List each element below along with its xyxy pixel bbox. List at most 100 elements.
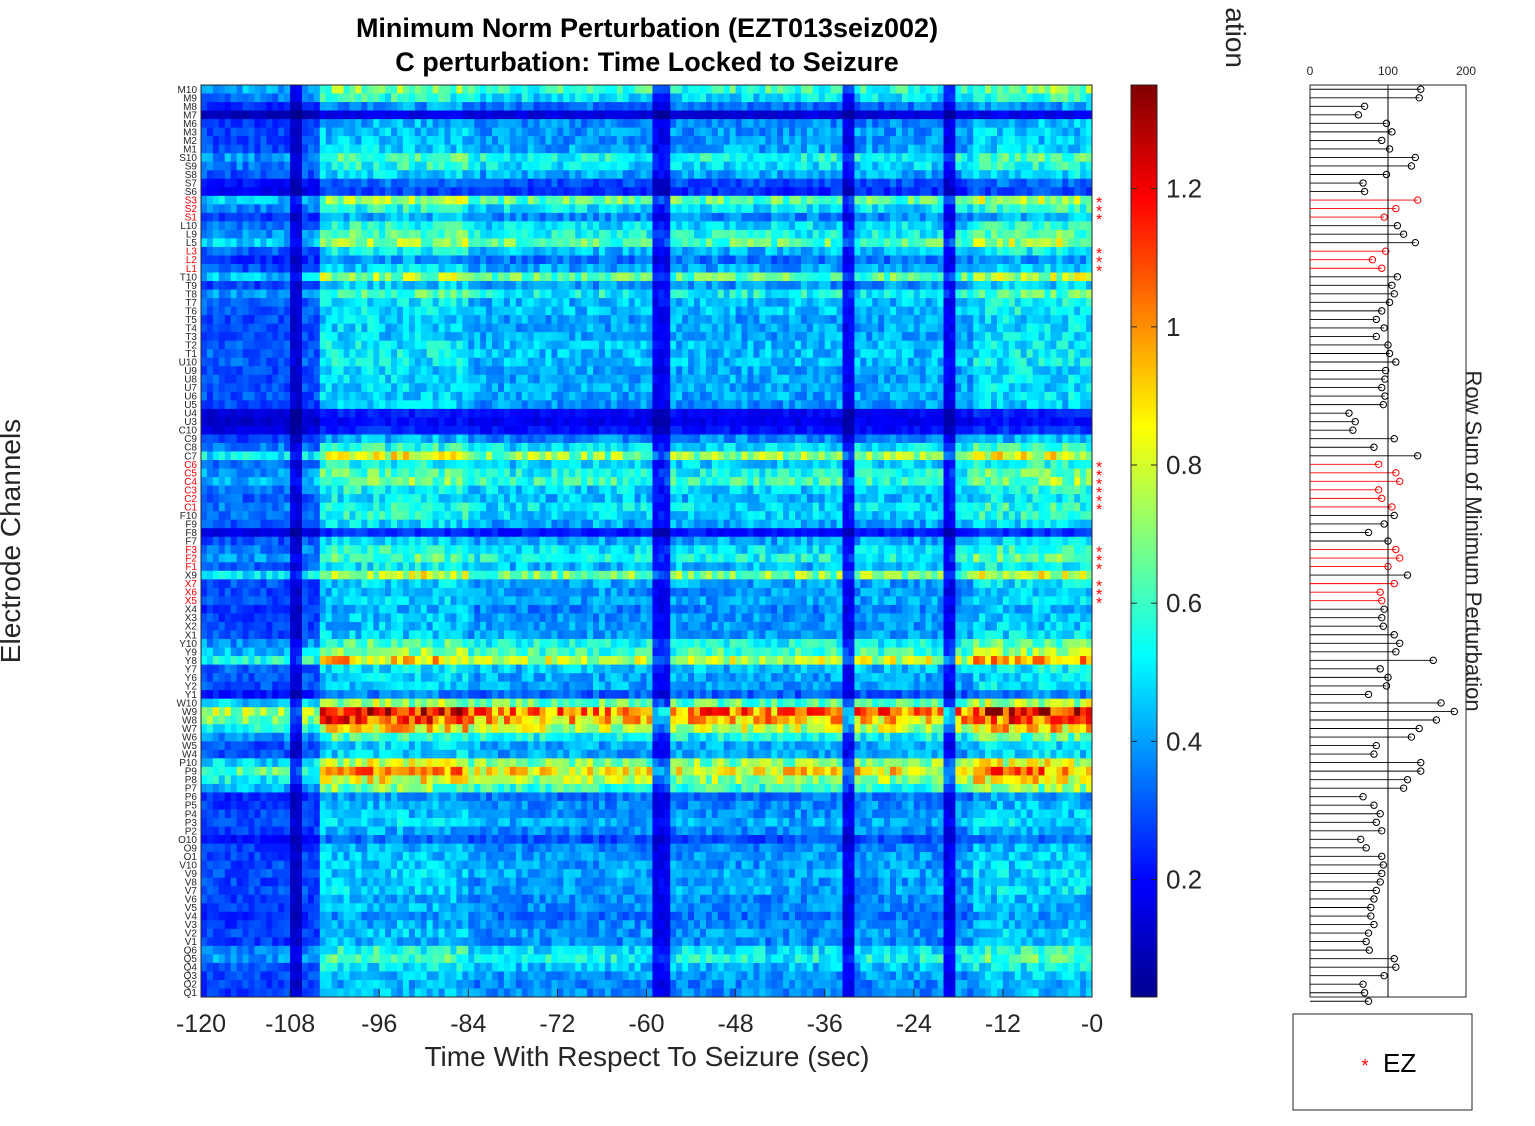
heatmap-cell bbox=[492, 255, 499, 265]
heatmap-cell bbox=[711, 102, 719, 112]
heatmap-cell bbox=[771, 255, 778, 265]
heatmap-cell bbox=[753, 340, 760, 350]
heatmap-cell bbox=[533, 127, 541, 137]
heatmap-cell bbox=[307, 357, 315, 367]
heatmap-cell bbox=[699, 323, 707, 333]
heatmap-cell bbox=[212, 298, 220, 308]
heatmap-cell bbox=[723, 110, 731, 120]
heatmap-cell bbox=[705, 332, 713, 342]
heatmap-cell bbox=[622, 272, 630, 282]
heatmap-cell bbox=[878, 298, 885, 308]
heatmap-cell bbox=[610, 212, 618, 222]
heatmap-cell bbox=[604, 255, 612, 265]
heatmap-cell bbox=[598, 119, 606, 129]
heatmap-cell bbox=[622, 238, 630, 248]
heatmap-cell bbox=[236, 127, 244, 137]
heatmap-cell bbox=[895, 85, 903, 95]
heatmap-cell bbox=[895, 349, 903, 359]
heatmap-cell bbox=[907, 255, 915, 265]
heatmap-cell bbox=[450, 153, 457, 163]
heatmap-cell bbox=[907, 161, 915, 171]
heatmap-cell bbox=[551, 238, 558, 248]
heatmap-cell bbox=[527, 340, 535, 350]
heatmap-cell bbox=[682, 153, 689, 163]
heatmap-cell bbox=[260, 349, 267, 359]
heatmap-cell bbox=[598, 221, 606, 231]
heatmap-cell bbox=[925, 289, 933, 299]
heatmap-cell bbox=[325, 238, 333, 248]
heatmap-cell bbox=[1056, 170, 1063, 180]
heatmap-cell bbox=[806, 221, 814, 231]
heatmap-cell bbox=[931, 170, 939, 180]
heatmap-cell bbox=[771, 281, 778, 291]
heatmap-cell bbox=[830, 332, 838, 342]
heatmap-cell bbox=[937, 238, 944, 248]
heatmap-cell bbox=[901, 136, 909, 146]
heatmap-cell bbox=[492, 153, 499, 163]
heatmap-cell bbox=[230, 229, 238, 239]
heatmap-cell bbox=[628, 110, 636, 120]
heatmap-cell bbox=[224, 306, 232, 316]
heatmap-cell bbox=[521, 315, 529, 325]
heatmap-cell bbox=[866, 144, 873, 154]
heatmap-cell bbox=[634, 153, 642, 163]
heatmap-cell bbox=[1026, 119, 1034, 129]
heatmap-cell bbox=[456, 144, 463, 154]
heatmap-cell bbox=[343, 170, 350, 180]
heatmap-cell bbox=[955, 272, 962, 282]
heatmap-cell bbox=[658, 170, 665, 180]
heatmap-cell bbox=[991, 85, 998, 95]
heatmap-cell bbox=[563, 246, 570, 256]
heatmap-cell bbox=[278, 255, 285, 265]
heatmap-cell bbox=[313, 229, 321, 239]
heatmap-cell bbox=[201, 102, 208, 112]
heatmap-cell bbox=[598, 85, 606, 95]
heatmap-cell bbox=[385, 110, 392, 120]
heatmap-cell bbox=[569, 212, 576, 222]
heatmap-cell bbox=[498, 263, 505, 274]
heatmap-cell bbox=[1062, 110, 1069, 120]
heatmap-cell bbox=[266, 161, 273, 171]
heatmap-cell bbox=[278, 340, 285, 350]
heatmap-cell bbox=[598, 187, 606, 197]
heatmap-cell bbox=[1080, 178, 1087, 188]
heatmap-cell bbox=[711, 153, 719, 163]
heatmap-row-M7 bbox=[201, 110, 1093, 120]
heatmap-cell bbox=[515, 323, 523, 333]
heatmap-cell bbox=[913, 281, 921, 291]
heatmap-cell bbox=[842, 306, 849, 316]
heatmap-cell bbox=[557, 110, 564, 120]
heatmap-cell bbox=[676, 178, 683, 188]
heatmap-cell bbox=[325, 85, 333, 95]
heatmap-cell bbox=[201, 204, 208, 214]
heatmap-cell bbox=[373, 263, 380, 274]
heatmap-cell bbox=[486, 246, 493, 256]
heatmap-cell bbox=[236, 246, 244, 256]
heatmap-cell bbox=[735, 221, 743, 231]
heatmap-cell bbox=[486, 119, 493, 129]
heatmap-cell bbox=[242, 289, 250, 299]
heatmap-cell bbox=[266, 357, 273, 367]
heatmap-cell bbox=[307, 93, 315, 103]
heatmap-cell bbox=[824, 153, 832, 163]
heatmap-cell bbox=[450, 340, 457, 350]
heatmap-cell bbox=[296, 102, 303, 112]
heatmap-cell bbox=[284, 110, 291, 120]
heatmap-cell bbox=[503, 221, 511, 231]
heatmap-cell bbox=[854, 306, 861, 316]
heatmap-cell bbox=[949, 85, 956, 95]
heatmap-cell bbox=[652, 85, 659, 95]
heatmap-cell bbox=[533, 85, 541, 95]
heatmap-cell bbox=[545, 255, 552, 265]
heatmap-cell bbox=[248, 204, 255, 214]
heatmap-cell bbox=[575, 136, 582, 146]
heatmap-cell bbox=[979, 195, 986, 205]
heatmap-cell bbox=[771, 289, 778, 299]
heatmap-cell bbox=[961, 357, 968, 367]
heatmap-cell bbox=[1086, 281, 1093, 291]
heatmap-cell bbox=[551, 246, 558, 256]
heatmap-cell bbox=[575, 170, 582, 180]
heatmap-cell bbox=[741, 229, 748, 239]
heatmap-cell bbox=[438, 272, 446, 282]
heatmap-cell bbox=[367, 195, 374, 205]
